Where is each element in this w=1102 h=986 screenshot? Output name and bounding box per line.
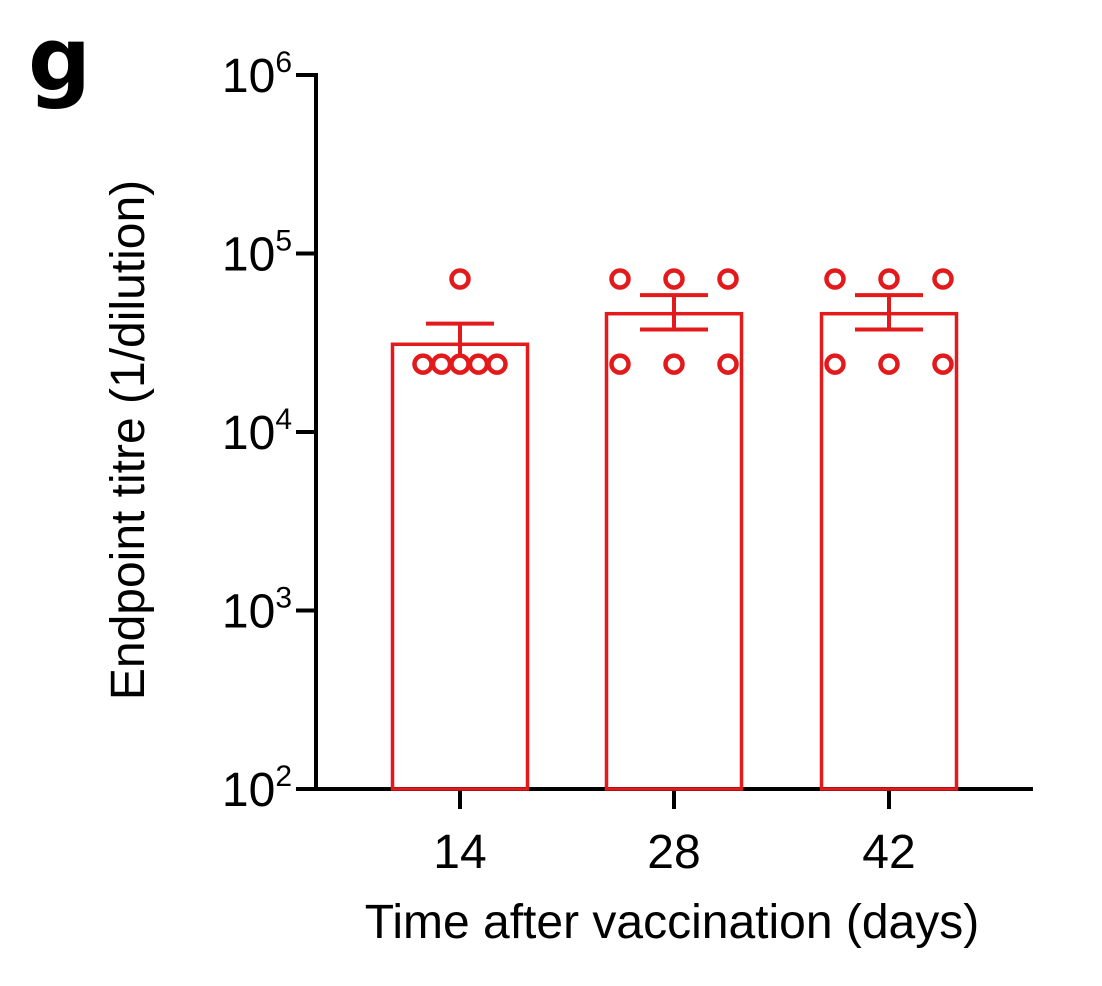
y-tick-base: 10 [222, 50, 275, 103]
x-tick-label: 14 [433, 826, 486, 879]
y-tick-label: 105 [222, 225, 292, 282]
data-point [717, 268, 739, 290]
data-point [824, 268, 846, 290]
data-point [430, 353, 453, 375]
data-point [486, 353, 508, 375]
data-points-group [412, 268, 954, 375]
y-tick-base: 10 [222, 229, 275, 282]
y-tick-exponent: 4 [275, 403, 292, 436]
y-tick-base: 10 [222, 586, 275, 639]
data-point [932, 268, 954, 290]
y-axis-title: Endpoint titre (1/dilution) [102, 180, 155, 700]
data-point [412, 353, 434, 375]
data-point [932, 353, 954, 375]
data-point [878, 353, 900, 375]
x-axis: 14 28 42 [314, 787, 1033, 879]
y-tick-exponent: 2 [275, 760, 292, 793]
data-point [609, 353, 631, 375]
y-tick-exponent: 5 [275, 225, 292, 258]
bar [390, 342, 530, 791]
data-point [663, 353, 685, 375]
x-axis-title: Time after vaccination (days) [365, 896, 979, 949]
data-point [717, 353, 739, 375]
data-point [878, 268, 900, 290]
data-point [467, 353, 490, 375]
y-tick-label: 102 [222, 760, 292, 817]
bars-group [390, 311, 959, 791]
y-tick-base: 10 [222, 407, 275, 460]
bar [819, 311, 959, 791]
data-point [663, 268, 685, 290]
y-tick-exponent: 6 [275, 46, 292, 79]
y-tick-exponent: 3 [275, 582, 292, 615]
y-tick-label: 106 [222, 46, 292, 103]
y-tick-label: 104 [222, 403, 292, 460]
data-point [609, 268, 631, 290]
panel-label: g [28, 8, 91, 111]
x-tick-label: 42 [862, 826, 915, 879]
data-point [449, 268, 471, 290]
data-point [824, 353, 846, 375]
data-point [449, 353, 471, 375]
y-tick-label: 103 [222, 582, 292, 639]
bar [604, 311, 744, 791]
x-tick-label: 28 [647, 826, 700, 879]
y-tick-base: 10 [222, 764, 275, 817]
